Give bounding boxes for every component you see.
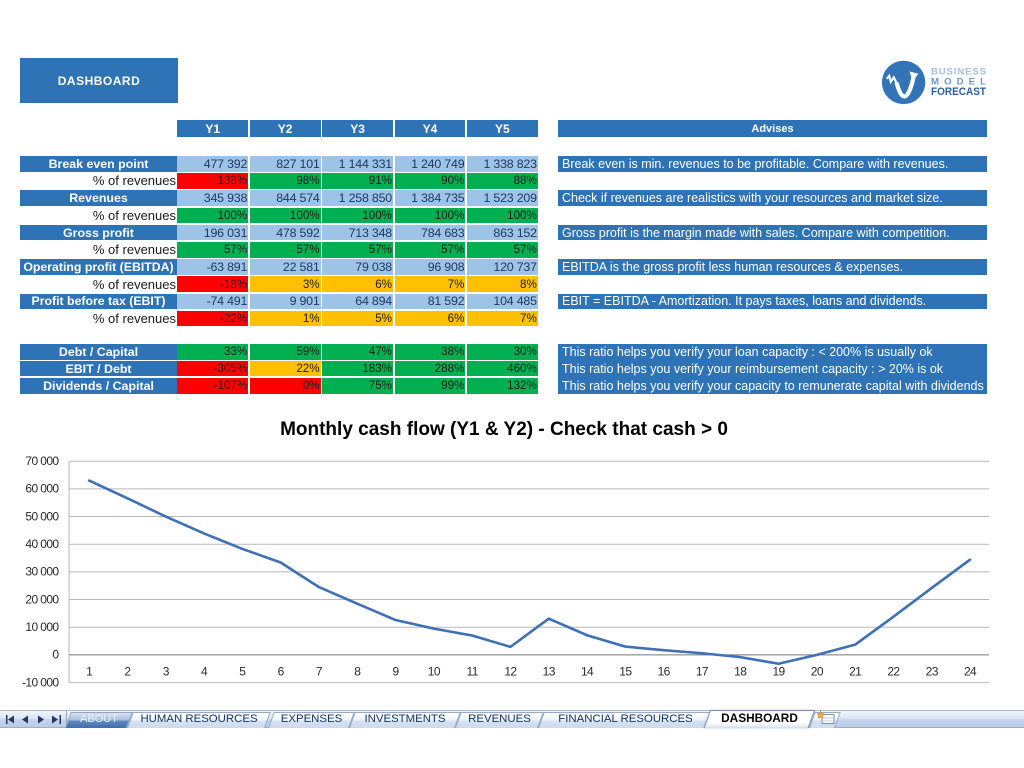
svg-text:6: 6 xyxy=(278,665,285,679)
svg-text:18: 18 xyxy=(734,665,747,679)
svg-text:22: 22 xyxy=(887,665,900,679)
svg-text:7: 7 xyxy=(316,665,323,679)
svg-text:50 000: 50 000 xyxy=(25,509,59,523)
svg-text:1: 1 xyxy=(86,665,93,679)
svg-text:13: 13 xyxy=(543,665,556,679)
svg-text:2: 2 xyxy=(124,665,131,679)
svg-text:9: 9 xyxy=(393,665,400,679)
svg-text:16: 16 xyxy=(658,665,671,679)
svg-text:70 000: 70 000 xyxy=(25,454,59,468)
svg-text:15: 15 xyxy=(619,665,632,679)
svg-text:11: 11 xyxy=(467,665,479,679)
svg-text:20 000: 20 000 xyxy=(25,592,59,606)
svg-text:3: 3 xyxy=(163,665,170,679)
svg-text:-10 000: -10 000 xyxy=(22,675,59,689)
svg-text:20: 20 xyxy=(811,665,824,679)
svg-text:FORECAST: FORECAST xyxy=(931,86,986,98)
svg-text:60 000: 60 000 xyxy=(25,482,59,496)
svg-text:40 000: 40 000 xyxy=(25,537,59,551)
svg-text:BUSINESS: BUSINESS xyxy=(931,67,987,78)
svg-text:19: 19 xyxy=(772,665,785,679)
svg-text:8: 8 xyxy=(354,665,361,679)
svg-text:4: 4 xyxy=(201,665,208,679)
svg-text:0: 0 xyxy=(52,648,59,662)
svg-text:5: 5 xyxy=(239,665,246,679)
svg-text:30 000: 30 000 xyxy=(25,565,59,579)
svg-text:17: 17 xyxy=(696,665,709,679)
svg-text:10 000: 10 000 xyxy=(25,620,59,634)
svg-text:MODEL: MODEL xyxy=(931,77,986,88)
svg-text:12: 12 xyxy=(504,665,517,679)
svg-text:10: 10 xyxy=(428,665,441,679)
svg-text:14: 14 xyxy=(581,665,594,679)
svg-text:24: 24 xyxy=(964,665,977,679)
svg-text:21: 21 xyxy=(849,665,862,679)
svg-text:23: 23 xyxy=(926,665,939,679)
